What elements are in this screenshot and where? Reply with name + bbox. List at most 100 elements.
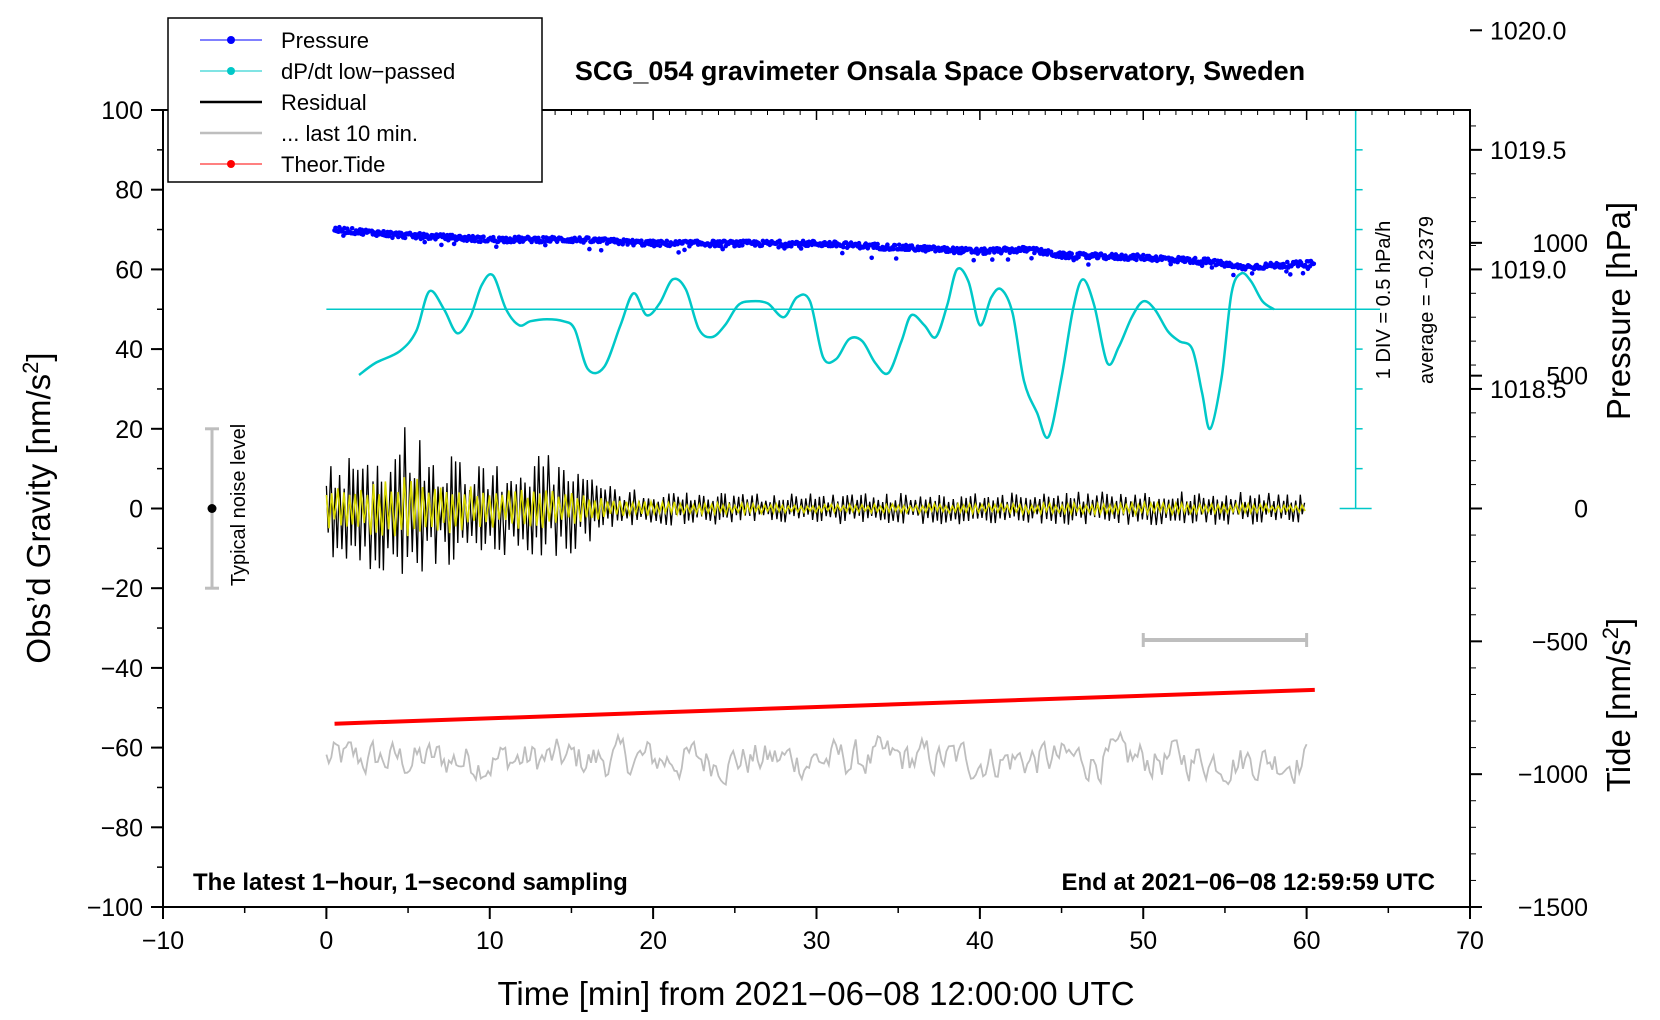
y-tick-label: −20 [101, 575, 143, 603]
pressure-point [381, 229, 386, 234]
pressure-point [740, 243, 745, 248]
pressure-tick-label: 1018.5 [1490, 376, 1566, 404]
pressure-point [1192, 255, 1198, 261]
pressure-point [657, 243, 663, 249]
pressure-point [1231, 272, 1236, 278]
pressure-point [892, 243, 898, 248]
tide-tick-label: 1000 [1532, 230, 1588, 258]
pressure-point [1076, 254, 1081, 260]
pressure-point [990, 257, 995, 262]
x-tick-label: 20 [639, 927, 667, 955]
pressure-point [439, 242, 444, 248]
pressure-point [1069, 251, 1074, 256]
pressure-point [503, 235, 509, 241]
legend-label: Theor.Tide [281, 152, 385, 177]
pressure-point [798, 246, 804, 251]
pressure-point [1141, 252, 1146, 258]
footer-left-note: The latest 1−hour, 1−second sampling [193, 869, 628, 896]
legend-label: dP/dt low−passed [281, 59, 455, 84]
y-axis-title-pressure: Pressure [hPa] [1600, 202, 1637, 420]
y-axis-title-tide-close: ] [1600, 618, 1637, 627]
pressure-average-label: average = −0.2379 [1416, 216, 1438, 384]
y-tick-label: −100 [87, 894, 143, 922]
pressure-point [1086, 262, 1091, 267]
tide-tick-label: −1000 [1518, 761, 1588, 789]
pressure-point [1005, 257, 1011, 262]
pressure-point [1288, 272, 1293, 277]
pressure-point [587, 246, 592, 252]
x-tick-label: 30 [803, 927, 831, 955]
pressure-point [971, 257, 976, 263]
tide-tick-label: 0 [1574, 496, 1588, 524]
plot-frame [162, 109, 1471, 908]
y-tick-label: 0 [129, 496, 143, 524]
y-tick-label: −40 [101, 655, 143, 683]
y-axis-title-gravity: Obs’d Gravity [nm/s2] [18, 352, 57, 663]
noise-level-label: Typical noise level [228, 424, 250, 586]
pressure-point [1311, 261, 1317, 267]
pressure-tick-label: 1020.0 [1490, 17, 1566, 45]
dpdt-lowpassed-curve [358, 267, 1275, 440]
legend-label: Residual [281, 90, 367, 115]
pressure-point [720, 246, 725, 252]
pressure-scale-label: 1 DIV = 0.5 hPa/h [1373, 221, 1395, 379]
pressure-point [1029, 255, 1034, 261]
footer-right-note: End at 2021−06−08 12:59:59 UTC [1061, 869, 1435, 896]
y-axis-title-gravity-close: ] [20, 352, 57, 361]
pressure-tick-label: 1019.5 [1490, 137, 1566, 165]
pressure-dots [332, 224, 1317, 278]
pressure-point [417, 231, 423, 236]
plot-area: −10 0 10 20 30 40 50 60 70100806040200−20−40−60−… [87, 17, 1588, 955]
y-tick-label: 20 [115, 416, 143, 444]
pressure-point [869, 255, 874, 261]
pressure-point [1168, 261, 1173, 267]
pressure-point [451, 241, 457, 247]
tide-tick-label: −500 [1532, 628, 1588, 656]
chart-title: SCG_054 gravimeter Onsala Space Observat… [575, 56, 1305, 86]
pressure-point [543, 242, 548, 248]
pressure-point [1285, 259, 1290, 265]
pressure-point [950, 245, 956, 250]
pressure-point [1300, 270, 1306, 276]
y-tick-label: 40 [115, 336, 143, 364]
pressure-point [586, 235, 591, 241]
y-tick-label: 100 [101, 97, 143, 125]
pressure-point [349, 226, 355, 231]
legend-marker [227, 67, 235, 75]
x-tick-label: 40 [966, 927, 994, 955]
x-tick-label: 50 [1129, 927, 1157, 955]
axis-ticks: −10 0 10 20 30 40 50 60 70100806040200−20−40−60−… [87, 17, 1588, 955]
noise-level-center-dot [207, 504, 217, 513]
pressure-point [402, 235, 408, 241]
residual-yellow-trace [325, 477, 1306, 537]
pressure-point [1209, 265, 1215, 270]
x-tick-label: 10 [476, 927, 504, 955]
x-tick-label: −10 [142, 927, 184, 955]
residual-trace [325, 427, 1306, 574]
tide-tick-label: −1500 [1518, 894, 1588, 922]
pressure-point [481, 234, 486, 239]
y-axis-title-tide: Tide [nm/s2] [1598, 618, 1637, 792]
pressure-point [875, 241, 880, 247]
pressure-tick-label: 1019.0 [1490, 256, 1566, 284]
series-layer [325, 109, 1381, 786]
pressure-point [856, 240, 862, 246]
pressure-point [840, 250, 845, 256]
last-10-min-trace [325, 730, 1308, 786]
pressure-point [422, 239, 428, 245]
pressure-point [896, 242, 902, 248]
y-axis-title-tide-main: Tide [nm/s [1600, 639, 1637, 792]
x-tick-label: 70 [1456, 927, 1484, 955]
theoretical-tide-line [334, 687, 1315, 726]
x-axis-title: Time [min] from 2021−06−08 12:00:00 UTC [497, 975, 1134, 1012]
pressure-point [664, 238, 670, 244]
y-tick-label: 80 [115, 177, 143, 205]
y-axis-title-gravity-main: Obs’d Gravity [nm/s [20, 374, 57, 664]
pressure-point [1249, 271, 1255, 276]
pressure-point [1284, 269, 1289, 274]
pressure-point [841, 244, 846, 250]
x-tick-label: 0 [319, 927, 333, 955]
legend: Pressure dP/dt low−passed Residual ... last… [167, 17, 543, 183]
pressure-point [396, 234, 401, 240]
